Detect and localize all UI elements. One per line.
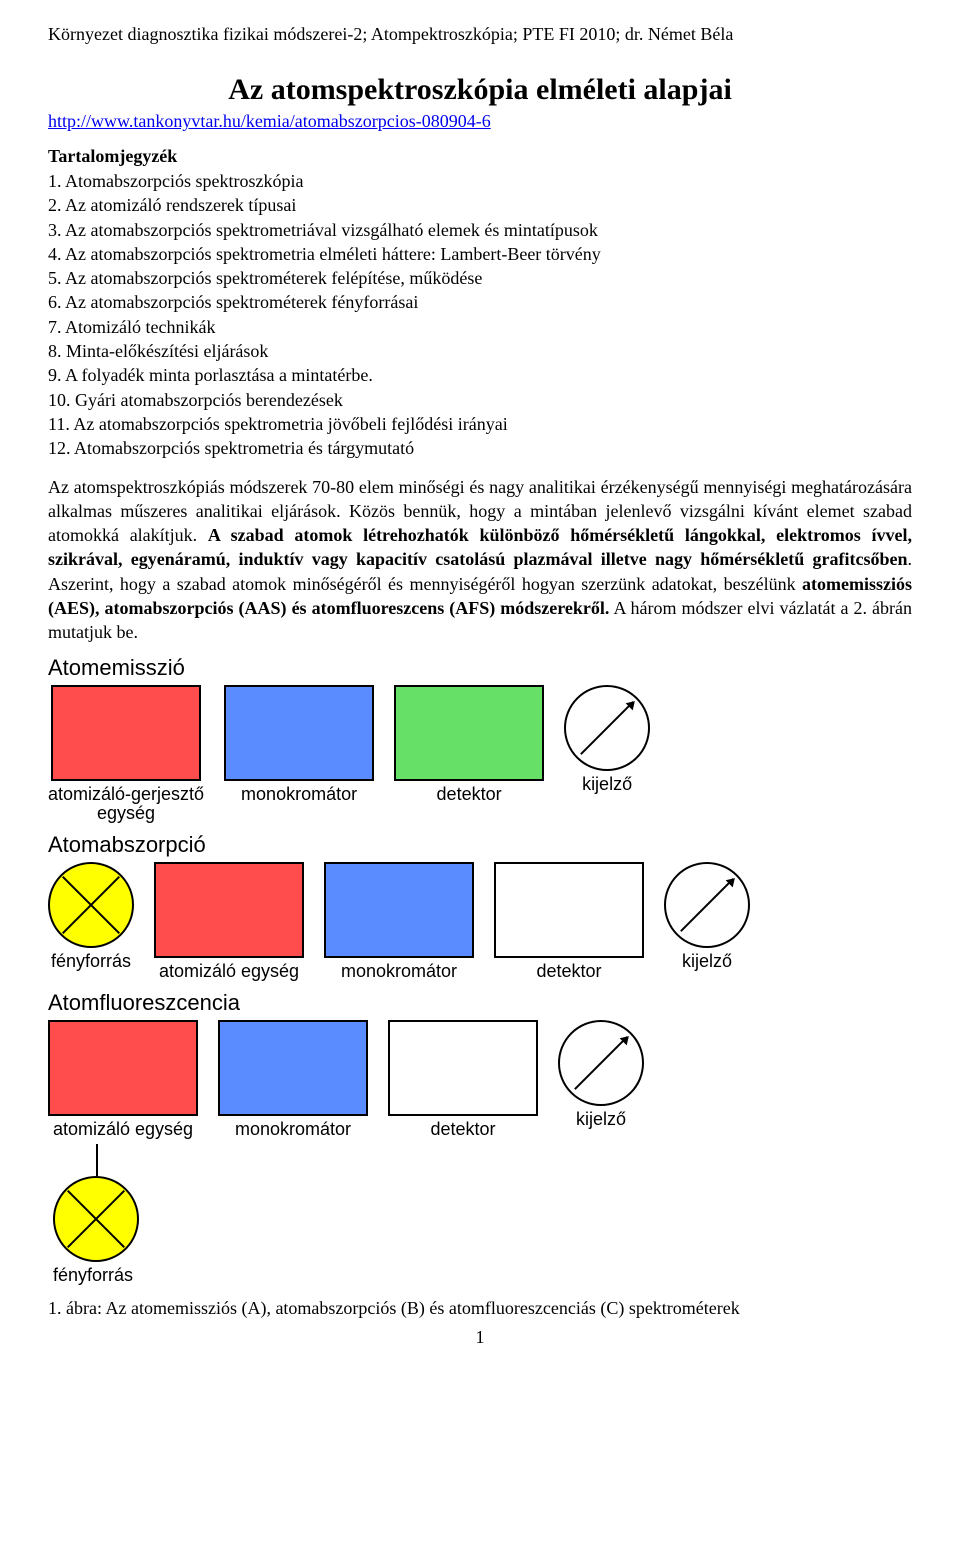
box-label: atomizáló-gerjesztő egység [48,785,204,825]
toc-item: 1. Atomabszorpciós spektroszkópia [48,169,912,193]
diagram-cell: detektor [388,1020,538,1140]
box-label: kijelző [682,952,732,972]
toc-item: 9. A folyadék minta porlasztása a mintat… [48,363,912,387]
diagram-cell: fényforrás [48,862,134,972]
diagram-cell: detektor [394,685,544,805]
box-label: detektor [430,1120,495,1140]
diagram-cell: monokromátor [324,862,474,982]
box-label: monokromátor [235,1120,351,1140]
toc-item: 6. Az atomabszorpciós spektrométerek fén… [48,290,912,314]
box-detector [494,862,644,958]
box-label: detektor [437,785,502,805]
display-icon [564,685,650,771]
diagram-section-label: Atomabszorpció [48,832,912,858]
diagram-cell: atomizáló egység [48,1020,198,1140]
toc-item: 2. Az atomizáló rendszerek típusai [48,193,912,217]
display-icon [558,1020,644,1106]
page-title: Az atomspektroszkópia elméleti alapjai [48,73,912,107]
toc-item: 10. Gyári atomabszorpciós berendezések [48,388,912,412]
box-label: atomizáló egység [159,962,299,982]
box-label: monokromátor [341,962,457,982]
diagram-cell: atomizáló-gerjesztő egység [48,685,204,825]
toc-item: 5. Az atomabszorpciós spektrométerek fel… [48,266,912,290]
box-label: kijelző [576,1110,626,1130]
page-number: 1 [48,1327,912,1348]
toc-item: 11. Az atomabszorpciós spektrometria jöv… [48,412,912,436]
box-label: fényforrás [53,1266,133,1286]
diagram-figure: Atomemisszió atomizáló-gerjesztő egység … [48,655,912,1286]
display-icon [664,862,750,948]
diagram-cell: monokromátor [224,685,374,805]
toc-item: 7. Atomizáló technikák [48,315,912,339]
box-monochromator [218,1020,368,1116]
toc-list: 1. Atomabszorpciós spektroszkópia 2. Az … [48,169,912,461]
box-detector [394,685,544,781]
source-link[interactable]: http://www.tankonyvtar.hu/kemia/atomabsz… [48,111,912,132]
diagram-cell: monokromátor [218,1020,368,1140]
diagram-row-fluorescence: atomizáló egység monokromátor detektor k… [48,1020,912,1140]
box-atomizer-exciter [51,685,201,781]
box-label: monokromátor [241,785,357,805]
toc-item: 4. Az atomabszorpciós spektrometria elmé… [48,242,912,266]
diagram-cell: atomizáló egység [154,862,304,982]
diagram-cell: detektor [494,862,644,982]
diagram-cell: kijelző [664,862,750,972]
diagram-cell: kijelző [558,1020,644,1130]
diagram-row-emission: atomizáló-gerjesztő egység monokromátor … [48,685,912,825]
toc-heading: Tartalomjegyzék [48,146,912,167]
connector-line [96,1144,98,1176]
diagram-section-label: Atomfluoreszcencia [48,990,912,1016]
figure-caption: 1. ábra: Az atomemissziós (A), atomabszo… [48,1298,912,1319]
diagram-row-absorption: fényforrás atomizáló egység monokromátor… [48,862,912,982]
box-label: detektor [536,962,601,982]
toc-item: 3. Az atomabszorpciós spektrometriával v… [48,218,912,242]
box-label: kijelző [582,775,632,795]
box-monochromator [224,685,374,781]
toc-item: 8. Minta-előkészítési eljárások [48,339,912,363]
diagram-section-label: Atomemisszió [48,655,912,681]
page-header: Környezet diagnosztika fizikai módszerei… [48,24,912,45]
toc-item: 12. Atomabszorpciós spektrometria és tár… [48,436,912,460]
box-label: fényforrás [51,952,131,972]
source-icon [48,862,134,948]
box-atomizer [48,1020,198,1116]
box-atomizer [154,862,304,958]
box-label: atomizáló egység [53,1120,193,1140]
box-monochromator [324,862,474,958]
box-detector [388,1020,538,1116]
diagram-cell: kijelző [564,685,650,795]
diagram-source-below: fényforrás [96,1144,912,1286]
intro-paragraph: Az atomspektroszkópiás módszerek 70-80 e… [48,475,912,645]
source-icon [53,1176,139,1262]
